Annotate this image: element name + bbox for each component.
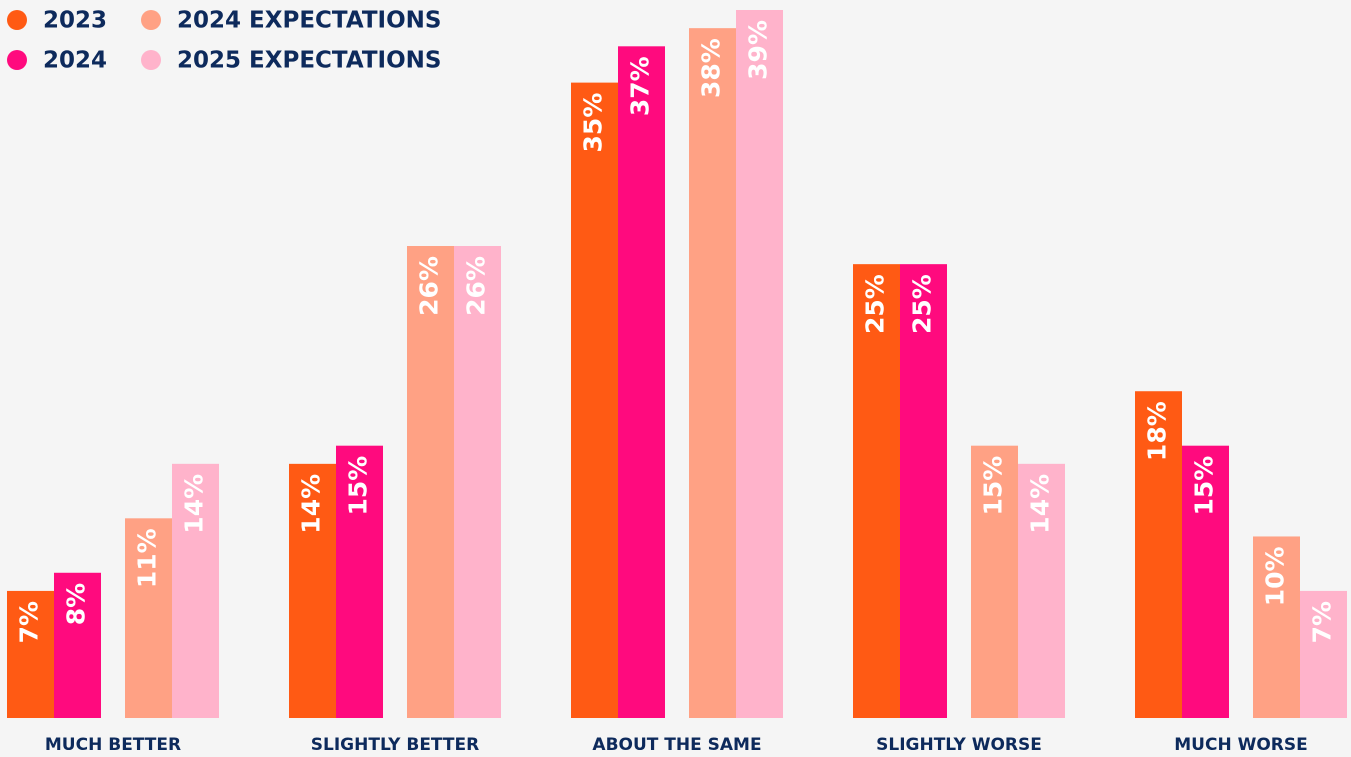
bar [1300,590,1347,718]
bar [900,264,947,718]
value-label: 37% [626,56,655,116]
bar [971,445,1018,718]
value-label: 14% [1026,474,1055,534]
value-label: 39% [744,20,773,80]
x-tick-label: SLIGHTLY WORSE [876,735,1042,755]
bar [1135,391,1182,718]
x-tick-label: MUCH BETTER [45,735,181,755]
x-tick-label: SLIGHTLY BETTER [311,735,479,755]
legend-swatch [7,10,27,30]
legend-swatch [141,50,161,70]
bar [689,28,736,718]
legend-label: 2023 [43,8,107,34]
bar [407,246,454,718]
bar [571,82,618,719]
bar [289,463,336,718]
legend-label: 2024 EXPECTATIONS [177,8,441,34]
value-label: 25% [861,274,890,334]
bar [7,590,54,718]
legend-swatch [7,50,27,70]
value-label: 38% [697,38,726,98]
value-label: 15% [979,456,1008,516]
value-label: 25% [908,274,937,334]
value-label: 8% [62,583,91,625]
bar [736,10,783,718]
value-label: 11% [133,528,162,588]
value-label: 14% [297,474,326,534]
value-label: 15% [1190,456,1219,516]
bar [853,264,900,718]
value-label: 14% [180,474,209,534]
bar [1182,445,1229,718]
bar [172,463,219,718]
x-tick-label: MUCH WORSE [1174,735,1308,755]
legend-label: 2024 [43,48,107,74]
bar [1018,463,1065,718]
bar [618,46,665,719]
value-label: 15% [344,456,373,516]
bar [454,246,501,718]
value-label: 18% [1143,401,1172,461]
value-label: 26% [462,256,491,316]
bar [1253,536,1300,718]
legend-swatch [141,10,161,30]
value-label: 7% [15,601,44,643]
bar [125,518,172,718]
legend-label: 2025 EXPECTATIONS [177,48,441,74]
value-label: 10% [1261,546,1290,606]
bar [54,572,101,718]
x-tick-label: ABOUT THE SAME [592,735,761,755]
value-label: 35% [579,93,608,153]
value-label: 26% [415,256,444,316]
value-label: 7% [1308,601,1337,643]
bar [336,445,383,718]
